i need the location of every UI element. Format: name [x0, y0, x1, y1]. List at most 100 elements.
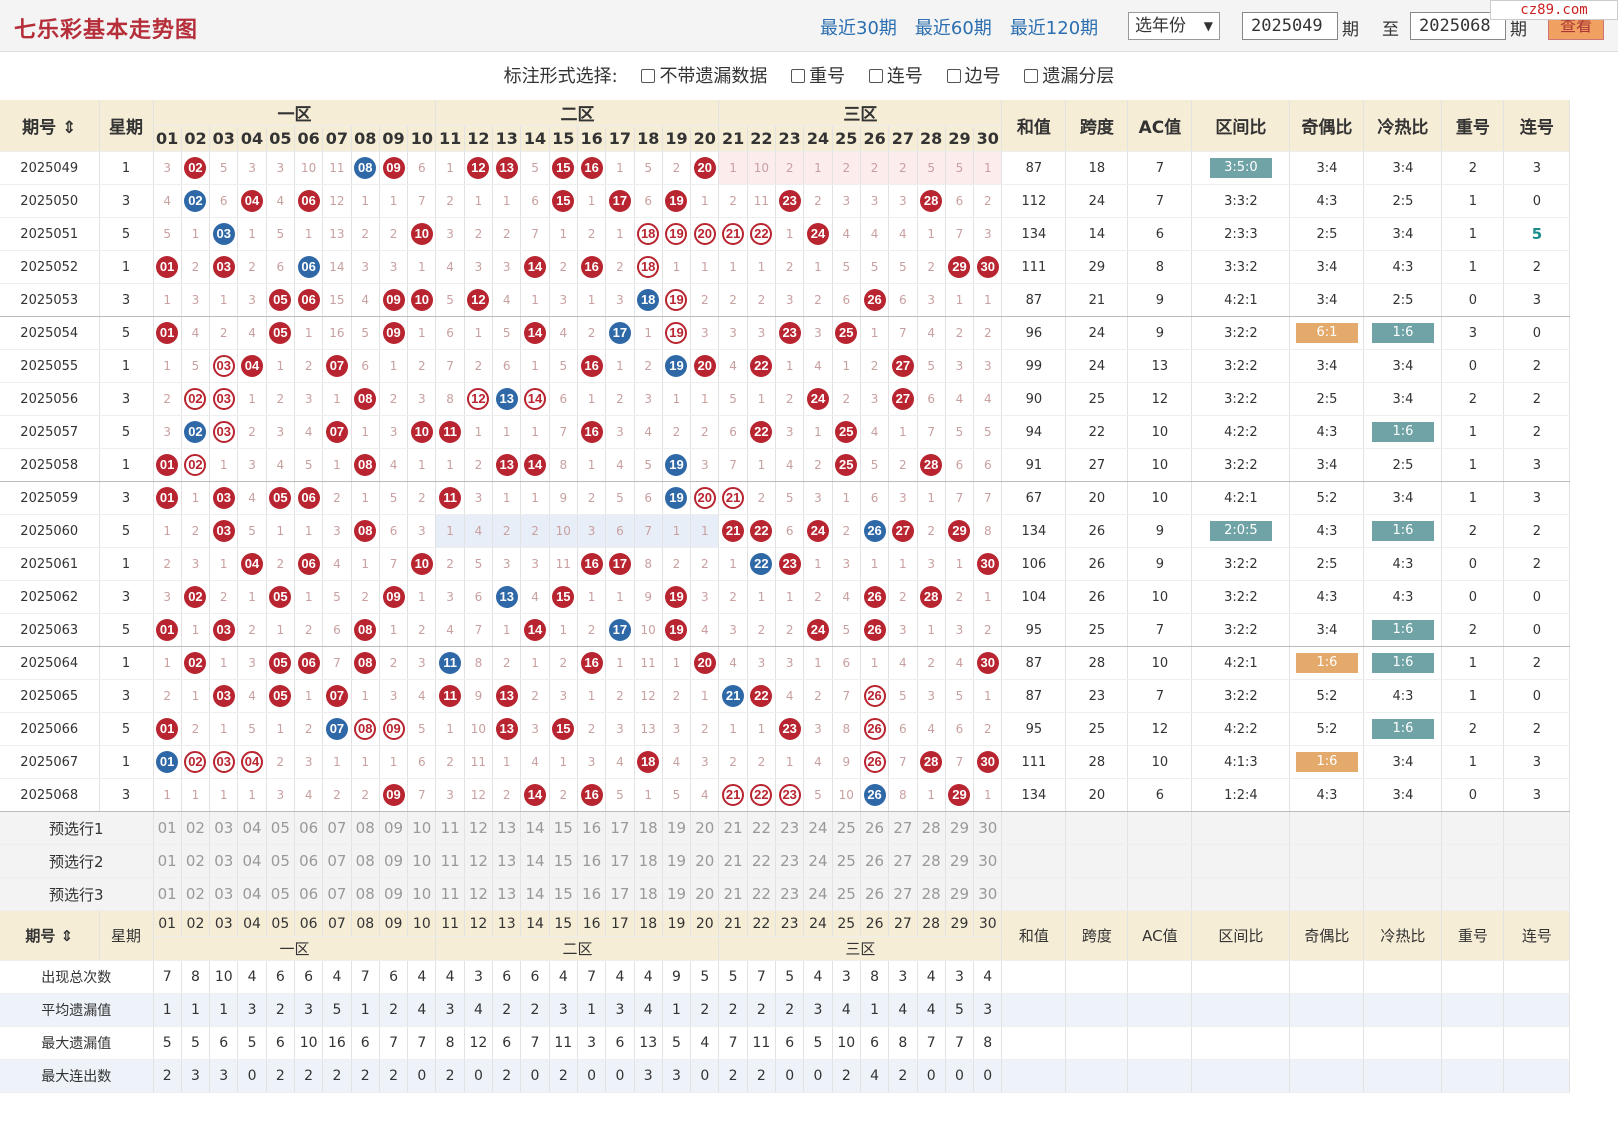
ball-red[interactable]: 03 [212, 487, 235, 509]
ball-red[interactable]: 16 [580, 355, 603, 377]
ball-red[interactable]: 30 [976, 553, 999, 575]
preset-number-cell[interactable]: 09 [379, 877, 409, 911]
option-omission-layer[interactable]: 遗漏分层 [1024, 66, 1114, 87]
preset-number-cell[interactable]: 10 [407, 811, 437, 845]
ball-red[interactable]: 04 [241, 553, 264, 575]
ball-red[interactable]: 07 [325, 355, 348, 377]
ball-red[interactable]: 08 [354, 619, 377, 641]
ball-red[interactable]: 24 [806, 388, 829, 410]
preset-number-cell[interactable]: 13 [492, 877, 522, 911]
ball-red[interactable]: 08 [354, 520, 377, 542]
checkbox[interactable] [641, 69, 656, 83]
ball-red[interactable]: 25 [835, 421, 858, 443]
preset-number-cell[interactable]: 07 [322, 877, 352, 911]
ball-red[interactable]: 10 [410, 421, 433, 443]
ball-blue[interactable]: 17 [608, 619, 631, 641]
preset-number-cell[interactable]: 30 [973, 811, 1003, 845]
preset-number-cell[interactable]: 06 [294, 877, 324, 911]
preset-number-cell[interactable]: 06 [294, 844, 324, 878]
preset-number-cell[interactable]: 20 [690, 877, 720, 911]
preset-number-cell[interactable]: 24 [803, 877, 833, 911]
ball-red[interactable]: 17 [608, 553, 631, 575]
preset-number-cell[interactable]: 22 [747, 844, 777, 878]
ball-red[interactable]: 09 [382, 289, 405, 311]
ball-red[interactable]: 24 [806, 520, 829, 542]
ball-red[interactable]: 20 [693, 355, 716, 377]
ball-red[interactable]: 16 [580, 256, 603, 278]
preset-number-cell[interactable]: 30 [973, 877, 1003, 911]
recent-120-link[interactable]: 最近120期 [1009, 18, 1099, 39]
ball-ring[interactable]: 08 [354, 718, 377, 740]
ball-red[interactable]: 12 [467, 289, 490, 311]
ball-red[interactable]: 23 [778, 553, 801, 575]
ball-ring[interactable]: 19 [665, 322, 688, 344]
year-select[interactable]: 选年份 ▼ [1128, 12, 1220, 40]
ball-red[interactable]: 27 [891, 520, 914, 542]
preset-number-cell[interactable]: 02 [181, 811, 211, 845]
ball-red[interactable]: 07 [325, 421, 348, 443]
ball-ring[interactable]: 03 [212, 751, 235, 773]
ball-red[interactable]: 04 [241, 355, 264, 377]
ball-blue[interactable]: 26 [863, 784, 886, 806]
ball-ring[interactable]: 18 [637, 256, 660, 278]
preset-number-cell[interactable]: 14 [520, 811, 550, 845]
ball-red[interactable]: 09 [382, 586, 405, 608]
preset-number-cell[interactable]: 14 [520, 877, 550, 911]
ball-red[interactable]: 13 [495, 685, 518, 707]
preset-number-cell[interactable]: 01 [153, 811, 182, 845]
preset-number-cell[interactable]: 15 [549, 811, 578, 845]
preset-number-cell[interactable]: 28 [917, 877, 946, 911]
ball-ring[interactable]: 12 [467, 388, 490, 410]
ball-red[interactable]: 30 [976, 751, 999, 773]
ball-red[interactable]: 25 [835, 454, 858, 476]
ball-red[interactable]: 22 [750, 421, 773, 443]
preset-number-cell[interactable]: 26 [860, 811, 890, 845]
ball-red[interactable]: 11 [439, 421, 462, 443]
preset-number-cell[interactable]: 16 [577, 811, 607, 845]
ball-red[interactable]: 13 [495, 454, 518, 476]
ball-red[interactable]: 23 [778, 322, 801, 344]
preset-number-cell[interactable]: 17 [605, 877, 635, 911]
preset-number-cell[interactable]: 23 [775, 877, 805, 911]
ball-red[interactable]: 14 [524, 619, 546, 641]
ball-blue[interactable]: 11 [439, 652, 462, 674]
ball-red[interactable]: 05 [269, 586, 292, 608]
ball-red[interactable]: 14 [524, 256, 546, 278]
preset-number-cell[interactable]: 19 [662, 811, 692, 845]
preset-number-cell[interactable]: 27 [888, 811, 918, 845]
preset-number-cell[interactable]: 04 [237, 877, 267, 911]
ball-red[interactable]: 18 [637, 751, 660, 773]
ball-red[interactable]: 08 [354, 388, 377, 410]
preset-number-cell[interactable]: 25 [832, 877, 861, 911]
ball-red[interactable]: 20 [693, 652, 716, 674]
ball-red[interactable]: 10 [410, 289, 433, 311]
preset-number-cell[interactable]: 16 [577, 844, 607, 878]
ball-red[interactable]: 12 [467, 157, 490, 179]
ball-red[interactable]: 21 [722, 520, 745, 542]
ball-ring[interactable]: 18 [637, 223, 660, 245]
preset-number-cell[interactable]: 28 [917, 844, 946, 878]
preset-number-cell[interactable]: 21 [718, 844, 748, 878]
preset-number-cell[interactable]: 21 [718, 811, 748, 845]
ball-ring[interactable]: 20 [693, 223, 716, 245]
checkbox[interactable] [868, 69, 883, 83]
ball-blue[interactable]: 03 [212, 223, 235, 245]
preset-number-cell[interactable]: 19 [662, 877, 692, 911]
preset-number-cell[interactable]: 06 [294, 811, 324, 845]
preset-number-cell[interactable]: 28 [917, 811, 946, 845]
preset-number-cell[interactable]: 04 [237, 844, 267, 878]
preset-number-cell[interactable]: 03 [209, 844, 239, 878]
ball-ring[interactable]: 09 [382, 718, 405, 740]
preset-number-cell[interactable]: 13 [492, 844, 522, 878]
preset-number-cell[interactable]: 20 [690, 844, 720, 878]
ball-red[interactable]: 15 [552, 718, 575, 740]
ball-red[interactable]: 01 [156, 718, 179, 740]
ball-red[interactable]: 29 [948, 520, 971, 542]
ball-red[interactable]: 06 [297, 190, 320, 212]
preset-number-cell[interactable]: 23 [775, 844, 805, 878]
preset-number-cell[interactable]: 15 [549, 844, 578, 878]
preset-number-cell[interactable]: 27 [888, 877, 918, 911]
preset-number-cell[interactable]: 25 [832, 811, 861, 845]
preset-number-cell[interactable]: 11 [435, 811, 465, 845]
ball-red[interactable]: 27 [891, 355, 914, 377]
